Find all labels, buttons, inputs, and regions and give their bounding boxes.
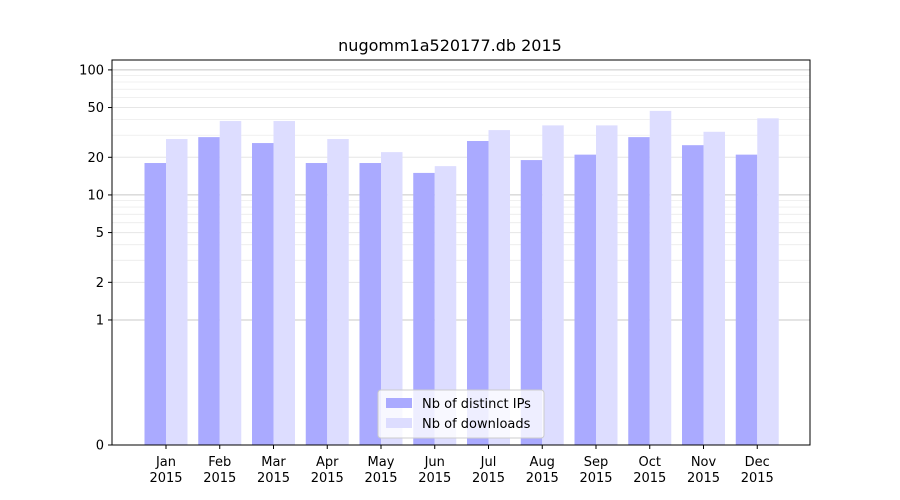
bar-distinct-ips — [682, 145, 704, 445]
bar-distinct-ips — [628, 137, 650, 445]
x-tick-label: Dec 2015 — [741, 455, 774, 486]
y-tick-label: 0 — [96, 439, 104, 454]
y-tick-label: 10 — [87, 188, 104, 203]
bar-distinct-ips — [198, 137, 220, 445]
bar-distinct-ips — [574, 154, 596, 446]
legend-box — [377, 389, 545, 439]
x-tick-label: Aug 2015 — [526, 455, 559, 486]
bar-distinct-ips — [467, 140, 489, 445]
y-axis: 0 1 2 5 10 20 50 100 — [79, 63, 112, 454]
bar-downloads — [166, 139, 188, 445]
x-tick-label: May 2015 — [364, 455, 397, 486]
y-tick-label: 2 — [96, 276, 104, 291]
bar-downloads — [649, 110, 672, 445]
x-tick-label: Nov 2015 — [687, 455, 720, 486]
legend-label: Nb of downloads — [422, 417, 531, 432]
x-tick-label: Jan 2015 — [149, 455, 182, 486]
y-tick-label: 50 — [87, 101, 104, 116]
x-tick-label: Oct 2015 — [633, 455, 666, 486]
bar-distinct-ips — [520, 160, 543, 445]
bar-distinct-ips — [735, 154, 758, 446]
bar-downloads — [488, 130, 510, 445]
bar-downloads — [219, 121, 242, 446]
bar-downloads — [703, 131, 725, 445]
bar-distinct-ips — [144, 163, 166, 445]
y-tick-label: 5 — [96, 226, 104, 241]
bar-distinct-ips — [359, 163, 381, 445]
y-tick-label: 1 — [96, 313, 104, 328]
bar-distinct-ips — [252, 143, 274, 445]
y-tick-label: 100 — [79, 63, 104, 78]
bar-distinct-ips — [413, 172, 435, 445]
x-tick-label: Jul 2015 — [472, 455, 505, 486]
legend-swatch — [386, 398, 412, 408]
x-tick-label: Mar 2015 — [257, 455, 290, 486]
bar-downloads — [327, 139, 349, 445]
bar-downloads — [542, 125, 564, 445]
bars — [144, 110, 779, 446]
plot-frame — [111, 59, 811, 446]
bar-downloads — [757, 118, 779, 445]
bar-distinct-ips — [305, 163, 328, 445]
bar-downloads — [273, 121, 295, 446]
x-tick-label: Sep 2015 — [579, 455, 612, 486]
y-tick-label: 20 — [87, 151, 104, 166]
legend-swatch — [386, 418, 412, 428]
legend-label: Nb of distinct IPs — [422, 397, 531, 412]
x-tick-label: Feb 2015 — [203, 455, 236, 486]
x-axis: Jan 2015 Feb 2015 Mar 2015 Apr 2015 May 2015 Jun 20… — [149, 445, 774, 486]
bar-downloads — [434, 166, 457, 445]
bar-downloads — [596, 125, 618, 445]
legend: Nb of distinct IPs Nb of downloads — [377, 389, 545, 439]
bar-downloads — [381, 152, 403, 445]
x-tick-label: Apr 2015 — [311, 455, 344, 486]
x-tick-label: Jun 2015 — [418, 455, 451, 486]
chart-title: nugomm1a520177.db 2015 — [338, 36, 562, 55]
